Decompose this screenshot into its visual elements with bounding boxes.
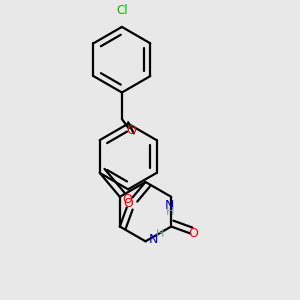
Text: O: O [188, 227, 198, 240]
Text: O: O [123, 197, 133, 210]
Text: H: H [166, 207, 174, 217]
Text: H: H [156, 230, 165, 239]
Text: N: N [148, 233, 158, 246]
Text: O: O [122, 193, 132, 206]
Text: N: N [165, 199, 174, 212]
Text: O: O [126, 124, 136, 137]
Text: Cl: Cl [116, 4, 128, 17]
